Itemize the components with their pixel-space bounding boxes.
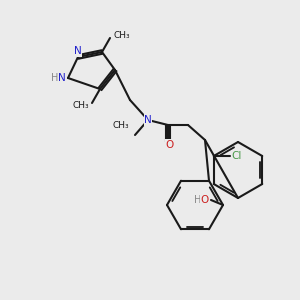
- Text: CH₃: CH₃: [113, 32, 130, 40]
- Text: O: O: [166, 140, 174, 150]
- Text: N: N: [58, 73, 66, 83]
- Text: N: N: [74, 46, 82, 56]
- Text: H: H: [194, 195, 201, 205]
- Text: CH₃: CH₃: [72, 100, 89, 109]
- Text: N: N: [144, 115, 152, 125]
- Text: H: H: [51, 73, 59, 83]
- Text: Cl: Cl: [232, 151, 242, 161]
- Text: O: O: [201, 195, 209, 205]
- Text: CH₃: CH₃: [112, 121, 129, 130]
